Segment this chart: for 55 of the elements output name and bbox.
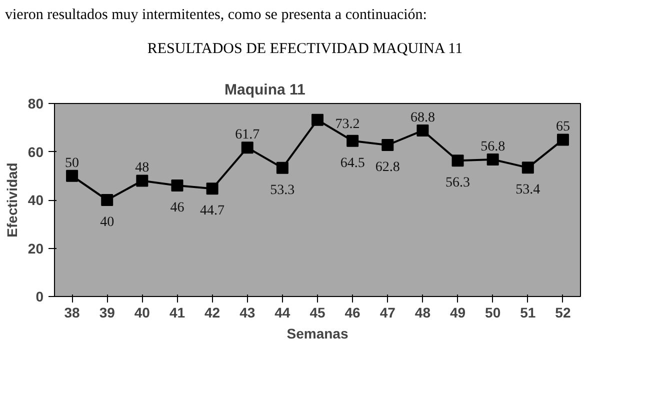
data-label: 48 [135,160,150,176]
data-label: 73.2 [335,116,360,132]
y-tick-label: 40 [28,192,44,208]
y-tick-label: 80 [28,96,44,112]
x-tick-label: 48 [414,304,431,320]
data-label: 46 [170,200,184,216]
text: RESULTADOS DE EFECTIVIDAD MAQUINA 11 [147,40,463,59]
point [136,174,148,187]
y-tick-label: 20 [28,240,44,256]
x-axis-title: Semanas [286,326,348,342]
text: vieron resultados muy intermitentes, como se presenta a continuación: [5,6,427,25]
y-tick-label: 0 [36,288,44,304]
x-tick-label: 42 [204,304,220,320]
point [241,142,254,154]
x-tick-label: 44 [274,304,290,320]
point [66,170,78,182]
y-tick-label: 60 [28,144,44,160]
y-axis-title: Efectividad [4,162,20,238]
x-tick-label: 38 [64,304,80,320]
data-label: 44.7 [200,204,225,219]
point [556,134,569,146]
point [452,154,464,167]
point [312,114,324,126]
data-label: 40 [100,215,114,230]
data-label: 50 [65,156,80,171]
x-tick-label: 52 [555,304,571,320]
point [416,124,429,137]
point [522,162,534,174]
x-tick-label: 51 [520,304,536,320]
data-label: 56.3 [446,176,470,191]
point [346,134,359,147]
x-tick-label: 46 [344,304,361,320]
data-label: 68.8 [410,110,435,126]
data-label: 61.7 [235,128,260,143]
chart-title: Maquina 11 [224,82,306,98]
point [382,138,394,151]
x-tick-label: 43 [240,304,256,320]
x-tick-label: 39 [99,304,116,320]
point [206,182,218,195]
data-label: 65 [556,120,570,135]
x-tick-label: 49 [450,304,466,320]
x-tick-label: 47 [380,304,396,320]
point [171,180,184,192]
x-tick-label: 50 [485,304,501,320]
data-label: 64.5 [340,156,365,171]
data-label: 56.8 [480,139,506,154]
data-label: 62.8 [375,160,400,175]
data-label: 53.3 [270,182,295,198]
point [486,153,499,166]
x-tick-label: 40 [134,304,150,320]
x-tick-label: 45 [310,304,326,320]
data-label: 53.4 [516,182,540,198]
x-tick-label: 41 [169,304,186,320]
point [101,194,114,206]
point [276,162,288,174]
